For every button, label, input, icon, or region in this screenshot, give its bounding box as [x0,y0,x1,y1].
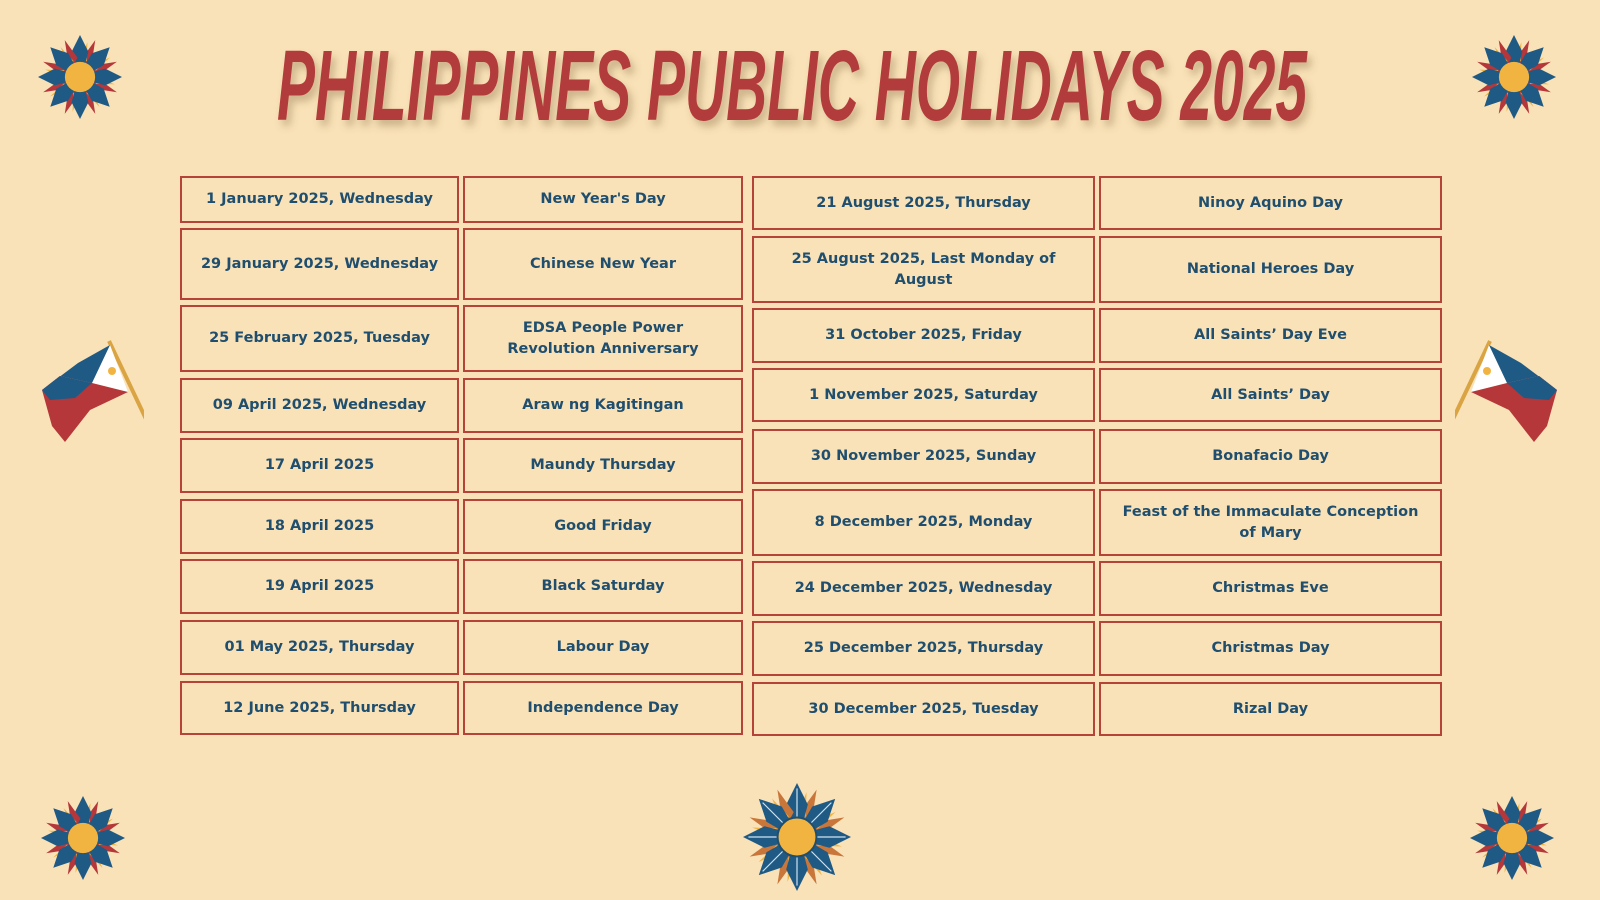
holiday-name-cell: Ninoy Aquino Day [1099,176,1442,230]
holiday-name-cell: National Heroes Day [1099,236,1442,303]
holiday-name-cell: Feast of the Immaculate Conception of Ma… [1099,489,1442,556]
holiday-date-cell: 21 August 2025, Thursday [752,176,1095,230]
page-title: PHILIPPINES PUBLIC HOLIDAYS 2025 [277,30,1308,140]
holiday-name-cell: Araw ng Kagitingan [463,378,743,433]
sun-icon [41,796,125,880]
holiday-date-cell: 31 October 2025, Friday [752,308,1095,363]
philippine-flag-icon [1455,340,1557,442]
holiday-date-cell: 1 November 2025, Saturday [752,368,1095,422]
holiday-name-cell: Bonafacio Day [1099,429,1442,484]
holiday-date-cell: 8 December 2025, Monday [752,489,1095,556]
holiday-name-cell: Chinese New Year [463,228,743,300]
holiday-date-cell: 17 April 2025 [180,438,459,493]
holiday-name-cell: All Saints’ Day [1099,368,1442,422]
svg-text:PHILIPPINES PUBLIC HOLIDAYS 20: PHILIPPINES PUBLIC HOLIDAYS 2025 [277,30,1308,140]
holiday-name-cell: Good Friday [463,499,743,554]
holiday-name-cell: All Saints’ Day Eve [1099,308,1442,363]
holiday-date-cell: 01 May 2025, Thursday [180,620,459,675]
holiday-name-cell: Independence Day [463,681,743,735]
holiday-date-cell: 25 February 2025, Tuesday [180,305,459,372]
holiday-date-cell: 30 December 2025, Tuesday [752,682,1095,736]
holiday-name-cell: New Year's Day [463,176,743,223]
sun-icon [38,35,122,119]
holiday-date-cell: 24 December 2025, Wednesday [752,561,1095,616]
holiday-date-cell: 18 April 2025 [180,499,459,554]
holiday-name-cell: Black Saturday [463,559,743,614]
holiday-date-cell: 12 June 2025, Thursday [180,681,459,735]
holiday-date-cell: 30 November 2025, Sunday [752,429,1095,484]
philippine-flag-icon [42,340,144,442]
holiday-name-cell: Christmas Eve [1099,561,1442,616]
holiday-date-cell: 1 January 2025, Wednesday [180,176,459,223]
sun-icon [743,783,851,891]
holiday-date-cell: 29 January 2025, Wednesday [180,228,459,300]
holiday-date-cell: 19 April 2025 [180,559,459,614]
holiday-date-cell: 09 April 2025, Wednesday [180,378,459,433]
holiday-name-cell: Labour Day [463,620,743,675]
holiday-name-cell: Rizal Day [1099,682,1442,736]
sun-icon [1470,796,1554,880]
holiday-name-cell: EDSA People Power Revolution Anniversary [463,305,743,372]
holiday-date-cell: 25 August 2025, Last Monday of August [752,236,1095,303]
holiday-date-cell: 25 December 2025, Thursday [752,621,1095,676]
holiday-name-cell: Maundy Thursday [463,438,743,493]
sun-icon [1472,35,1556,119]
holiday-name-cell: Christmas Day [1099,621,1442,676]
